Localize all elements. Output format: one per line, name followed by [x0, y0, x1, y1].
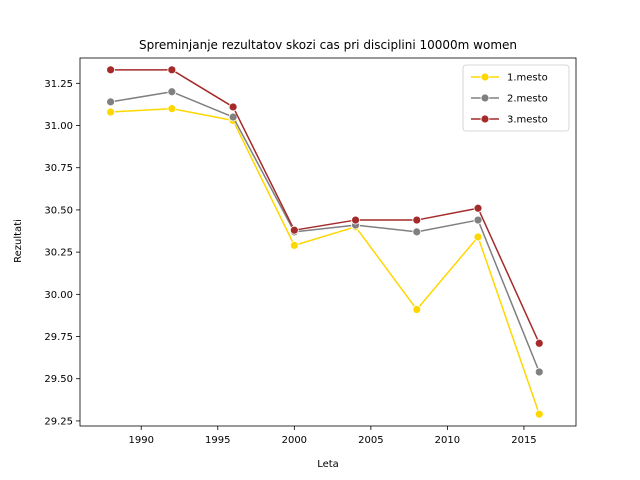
y-tick-label: 30.50 — [44, 205, 73, 216]
data-point — [228, 112, 238, 122]
y-axis-label: Rezultati — [13, 219, 24, 263]
legend-marker — [480, 114, 490, 124]
y-tick-label: 29.25 — [44, 416, 73, 427]
data-point — [289, 240, 299, 250]
data-point — [534, 338, 544, 348]
y-tick-label: 30.00 — [44, 290, 73, 301]
data-point — [534, 367, 544, 377]
y-tick-label: 31.00 — [44, 121, 73, 132]
data-point — [473, 232, 483, 242]
y-tick-label: 29.50 — [44, 374, 73, 385]
data-point — [412, 305, 422, 314]
x-tick-label: 2000 — [282, 435, 307, 446]
data-point — [351, 215, 360, 225]
x-tick-label: 1990 — [129, 435, 154, 446]
series-line — [110, 91, 540, 373]
x-tick-label: 2005 — [358, 435, 383, 446]
y-tick-label: 30.75 — [44, 163, 73, 174]
data-point — [167, 87, 177, 97]
data-point — [167, 104, 177, 114]
data-point — [106, 97, 116, 107]
legend-marker — [480, 93, 490, 103]
legend: 1.mesto 2.mesto 3.mesto — [462, 64, 570, 132]
data-point — [167, 65, 177, 75]
chart-title: Spreminjanje rezultatov skozi cas pri di… — [139, 38, 517, 52]
plot-area: 1990 1995 2000 2005 2010 2015 29.25 29.50 29.75 3… — [44, 57, 577, 446]
y-tick-label: 30.25 — [44, 248, 73, 259]
x-tick-label: 1995 — [205, 435, 230, 446]
y-tick-label: 29.75 — [44, 332, 73, 343]
data-point — [106, 65, 116, 75]
x-tick-label: 2015 — [511, 435, 536, 446]
data-point — [473, 203, 483, 213]
legend-label: 3.mesto — [507, 115, 548, 126]
legend-marker — [480, 72, 490, 82]
data-point — [534, 409, 544, 419]
axes-frame — [79, 57, 577, 427]
legend-label: 2.mesto — [507, 94, 548, 105]
x-tick-label: 2010 — [435, 435, 460, 446]
y-tick-label: 31.25 — [44, 79, 73, 90]
legend-box — [462, 64, 570, 132]
x-axis-label: Leta — [317, 459, 339, 470]
data-point — [412, 227, 422, 237]
data-point — [228, 102, 238, 112]
series-line — [110, 107, 540, 415]
data-point — [473, 215, 483, 225]
data-point — [289, 225, 299, 235]
data-point — [106, 107, 116, 117]
series-line — [110, 69, 540, 344]
legend-label: 1.mesto — [507, 73, 548, 84]
data-point — [412, 215, 422, 225]
